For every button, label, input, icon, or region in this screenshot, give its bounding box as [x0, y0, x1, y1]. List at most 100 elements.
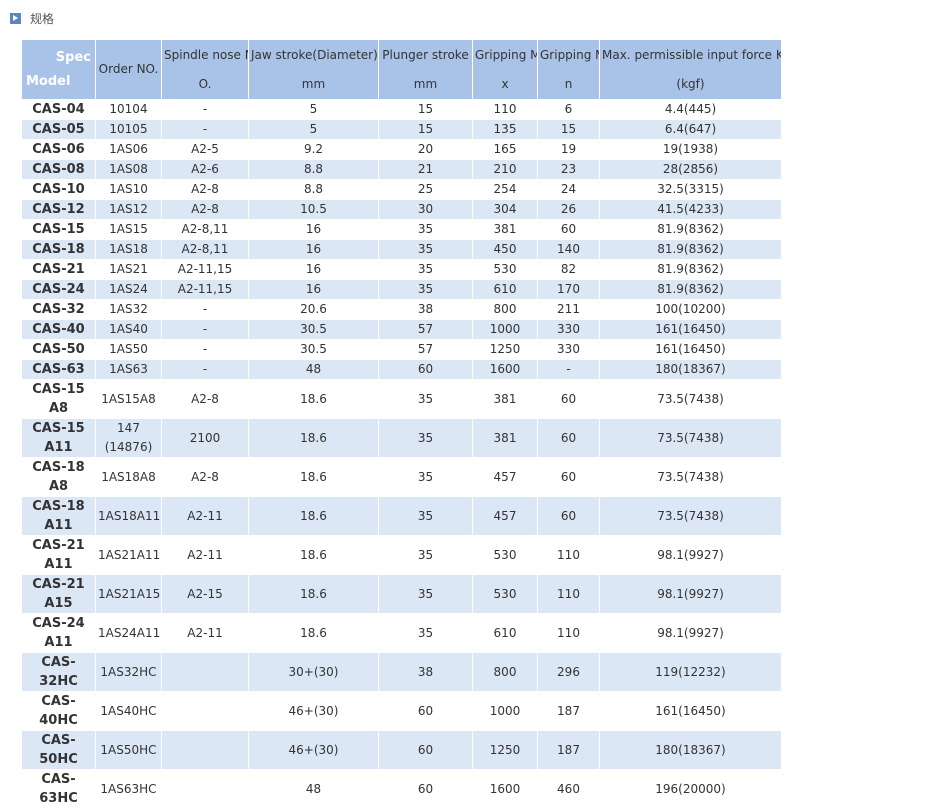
table-cell: 46+(30) [249, 731, 379, 770]
table-cell: 1AS18A8 [96, 458, 162, 497]
table-cell: 110 [538, 614, 600, 653]
table-cell: 6.4(647) [600, 120, 782, 140]
table-cell: 30+(30) [249, 653, 379, 692]
table-cell: 165 [473, 140, 538, 160]
table-row: CAS-18 A11 1AS18A11 A2-11 18.6 35 457 60 73.5(7… [22, 497, 782, 536]
header-line: Spindle nose N [164, 47, 249, 62]
table-cell: 161(16450) [600, 340, 782, 360]
table-cell: 35 [379, 240, 473, 260]
table-cell: A2-8 [162, 380, 249, 419]
model-cell: CAS-40HC [22, 692, 96, 731]
table-row: CAS-18 1AS18 A2-8,11 16 35 450 140 81.9(8362) [22, 240, 782, 260]
table-cell: 10105 [96, 120, 162, 140]
header-cell: Gripping Ma x [473, 40, 538, 100]
table-cell: A2-6 [162, 160, 249, 180]
table-cell: 81.9(8362) [600, 260, 782, 280]
table-cell: 1AS06 [96, 140, 162, 160]
table-cell: 60 [538, 497, 600, 536]
model-cell: CAS-15 A11 [22, 419, 96, 458]
table-cell: 30.5 [249, 340, 379, 360]
table-cell: 210 [473, 160, 538, 180]
table-cell: 140 [538, 240, 600, 260]
table-cell: 330 [538, 320, 600, 340]
header-line: O. [198, 76, 212, 91]
table-cell: 60 [538, 380, 600, 419]
table-cell: 82 [538, 260, 600, 280]
table-row: CAS-40HC 1AS40HC 46+(30) 60 1000 187 161(16450… [22, 692, 782, 731]
table-cell: A2-11 [162, 614, 249, 653]
table-cell: 21 [379, 160, 473, 180]
table-cell [162, 731, 249, 770]
table-cell: - [162, 340, 249, 360]
table-cell: 1AS32 [96, 300, 162, 320]
table-cell: 24 [538, 180, 600, 200]
table-cell: 119(12232) [600, 653, 782, 692]
model-cell: CAS-10 [22, 180, 96, 200]
table-cell [162, 692, 249, 731]
table-cell: 530 [473, 536, 538, 575]
table-cell: 46+(30) [249, 692, 379, 731]
table-cell: 1AS21A11 [96, 536, 162, 575]
table-cell: 18.6 [249, 536, 379, 575]
table-cell: 30.5 [249, 320, 379, 340]
header-line: Spec [55, 49, 91, 65]
table-cell: A2-8 [162, 180, 249, 200]
header-line: n [564, 76, 573, 91]
table-cell: 60 [379, 731, 473, 770]
model-cell: CAS-08 [22, 160, 96, 180]
table-cell: 35 [379, 280, 473, 300]
table-row: CAS-40 1AS40-30.5 57 1000 330 161(16450) [22, 320, 782, 340]
table-cell: 18.6 [249, 380, 379, 419]
model-cell: CAS-63HC [22, 770, 96, 809]
table-cell: 19(1938) [600, 140, 782, 160]
table-cell: 110 [538, 575, 600, 614]
table-row: CAS-63 1AS63-48 60 1600-180(18367) [22, 360, 782, 380]
header-line: Gripping Ma [475, 47, 537, 62]
table-cell: 135 [473, 120, 538, 140]
table-cell: 1AS12 [96, 200, 162, 220]
table-cell: 800 [473, 653, 538, 692]
table-cell: 9.2 [249, 140, 379, 160]
table-cell: 35 [379, 260, 473, 280]
table-cell: 1AS15 [96, 220, 162, 240]
model-cell: CAS-15 A8 [22, 380, 96, 419]
table-row: CAS-50 1AS50-30.5 57 1250 330 161(16450) [22, 340, 782, 360]
table-cell: - [162, 300, 249, 320]
table-cell: 330 [538, 340, 600, 360]
header-line: Plunger stroke [382, 47, 469, 62]
table-cell: 48 [249, 770, 379, 809]
page: 规格 Spec Model Order NO. Spindle nose N O. Jaw… [10, 12, 782, 806]
table-cell: 6 [538, 100, 600, 120]
table-cell: 147 (14876) [96, 419, 162, 458]
table-cell: 1AS24A11 [96, 614, 162, 653]
table-cell: 211 [538, 300, 600, 320]
table-cell: 170 [538, 280, 600, 300]
table-row: CAS-15 A8 1AS15A8 A2-8 18.6 35 381 60 73.5(7438… [22, 380, 782, 419]
table-cell: 57 [379, 320, 473, 340]
table-cell: 35 [379, 380, 473, 419]
table-row: CAS-15 1AS15 A2-8,11 16 35 381 60 81.9(8362) [22, 220, 782, 240]
table-cell: 1AS63HC [96, 770, 162, 809]
table-cell: A2-11 [162, 536, 249, 575]
header-line: mm [301, 76, 326, 91]
header-line: Order NO. [98, 62, 159, 76]
header-cell: Jaw stroke(Diameter) mm [249, 40, 379, 100]
table-cell: 57 [379, 340, 473, 360]
table-cell: 81.9(8362) [600, 240, 782, 260]
table-cell: 1000 [473, 320, 538, 340]
model-cell: CAS-21 A11 [22, 536, 96, 575]
model-cell: CAS-06 [22, 140, 96, 160]
header-line: (kgf) [676, 76, 705, 91]
table-row: CAS-63HC 1AS63HC 48 60 1600 460 196(20000) [22, 770, 782, 809]
table-cell: 800 [473, 300, 538, 320]
table-cell: - [162, 320, 249, 340]
table-cell: 15 [379, 100, 473, 120]
model-cell: CAS-18 A8 [22, 458, 96, 497]
table-cell [162, 770, 249, 809]
table-cell: - [162, 100, 249, 120]
header-line: Gripping Mi [540, 47, 599, 62]
table-cell: - [538, 360, 600, 380]
table-cell: 1AS15A8 [96, 380, 162, 419]
table-cell: 100(10200) [600, 300, 782, 320]
table-cell: A2-8,11 [162, 240, 249, 260]
